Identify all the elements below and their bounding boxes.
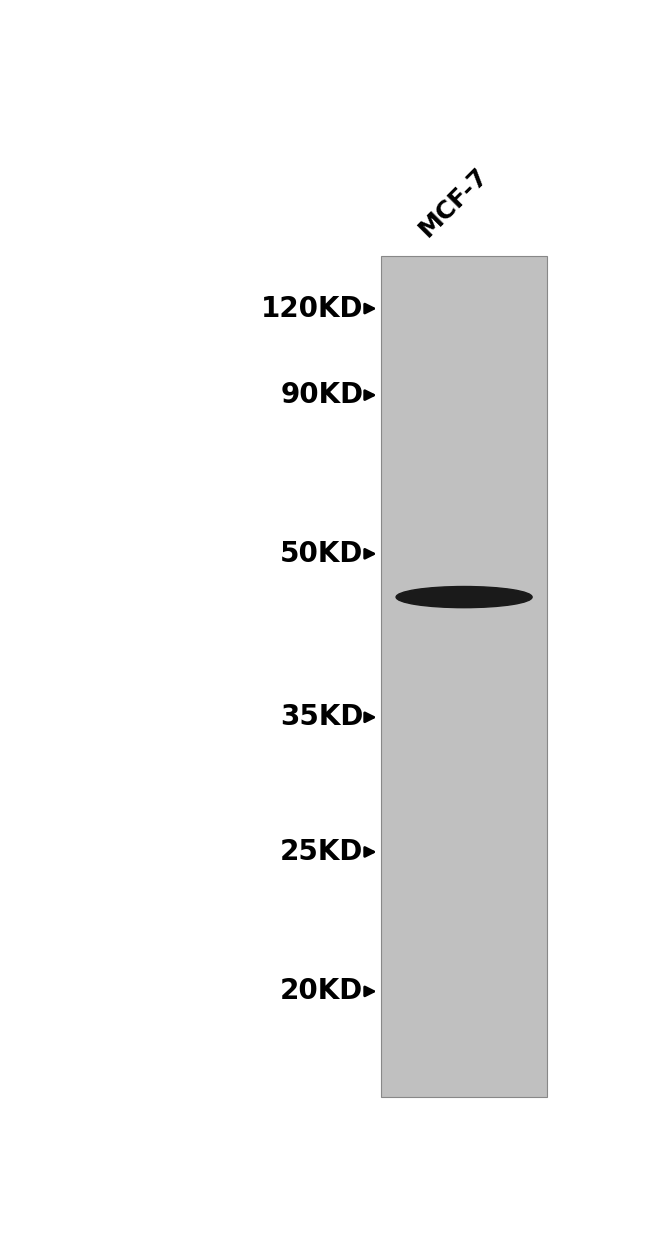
Bar: [381, 256, 547, 1097]
Text: 90KD: 90KD: [280, 381, 363, 410]
Text: 20KD: 20KD: [280, 978, 363, 1005]
Ellipse shape: [396, 587, 532, 608]
Text: 50KD: 50KD: [280, 540, 363, 568]
Text: MCF-7: MCF-7: [415, 162, 493, 241]
Text: 35KD: 35KD: [280, 703, 363, 732]
Text: 120KD: 120KD: [261, 295, 363, 322]
Text: 25KD: 25KD: [280, 838, 363, 866]
